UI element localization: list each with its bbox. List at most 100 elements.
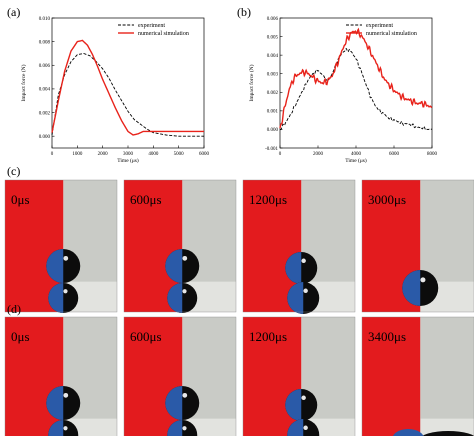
panel-label-a: (a) <box>7 5 20 19</box>
upper-droplet-highlight <box>63 392 69 398</box>
y-tick-label: 0.000 <box>267 128 279 133</box>
upper-droplet-highlight <box>301 395 306 401</box>
upper-droplet-highlight <box>301 258 306 264</box>
photo-frame: 0μs <box>4 179 118 313</box>
photo-border <box>123 316 237 436</box>
x-tick-label: 2000 <box>313 152 324 157</box>
panel-label-c: (c) <box>7 164 20 178</box>
photo-background <box>182 317 236 436</box>
upper-droplet-reflection <box>165 249 183 283</box>
y-tick-label: 0.006 <box>267 17 279 22</box>
series-line-experiment <box>51 52 204 137</box>
y-tick-label: 0.001 <box>267 110 279 115</box>
y-tick-label: 0.000 <box>39 135 51 140</box>
upper-droplet-highlight <box>63 255 69 261</box>
y-tick-label: 0.006 <box>39 64 51 69</box>
plot-frame <box>51 17 205 149</box>
frame-time-label: 0μs <box>11 192 30 207</box>
frame-time-label: 3400μs <box>368 329 406 344</box>
x-tick-label: 6000 <box>389 152 400 157</box>
chart-b: (b) 0 2000 4000 6000 8000 -0.001 0.000 0.001 0.0… <box>237 5 438 164</box>
upper-droplet-reflection <box>285 252 302 284</box>
merged-droplet-reflection <box>402 270 421 306</box>
legend-label: numerical simulation <box>138 31 189 37</box>
x-tick-label: 5000 <box>174 152 185 157</box>
x-tick-label: 4000 <box>351 152 362 157</box>
chart-b-series <box>279 27 433 131</box>
frame-time-label: 600μs <box>130 329 162 344</box>
photo-row-d: 0μs 600μs 1200μs 3400μs <box>4 316 474 436</box>
y-axis-label: Impact force (N) <box>20 64 27 101</box>
photo-frame: 3400μs <box>361 316 474 436</box>
y-tick-label: 0.005 <box>267 35 279 40</box>
y-tick-label: 0.004 <box>39 88 51 93</box>
x-tick-label: 6000 <box>199 152 210 157</box>
y-tick-label: -0.001 <box>265 147 278 152</box>
upper-droplet-reflection <box>165 386 183 420</box>
x-tick-label: 0 <box>279 152 282 157</box>
series-line-experiment <box>279 48 433 131</box>
chart-a: (a) 0 1000 2000 3000 4000 5000 60000.0000.0020… <box>7 5 210 164</box>
photo-border <box>4 179 118 313</box>
chart-a-legend: experiment numerical simulation <box>118 23 189 37</box>
frame-time-label: 3000μs <box>368 192 406 207</box>
photo-frame: 600μs <box>123 316 237 436</box>
chart-b-axes: 0 2000 4000 6000 8000 -0.001 0.000 0.001 0.002 0.… <box>248 17 438 164</box>
upper-droplet-reflection <box>46 249 64 283</box>
frame-time-label: 0μs <box>11 329 30 344</box>
series-line-simulation <box>51 39 204 136</box>
photo-border <box>242 179 356 313</box>
lower-droplet-reflection <box>48 283 64 313</box>
photo-frame: 600μs <box>123 179 237 313</box>
upper-droplet-reflection <box>46 386 64 420</box>
photo-border <box>361 316 474 436</box>
x-tick-label: 3000 <box>123 152 134 157</box>
legend-label: numerical simulation <box>366 31 417 37</box>
series-line-simulation <box>279 27 433 129</box>
lower-droplet-reflection <box>48 420 64 436</box>
y-tick-label: 0.002 <box>39 111 51 116</box>
photo-border <box>123 179 237 313</box>
spread-reflection <box>392 429 424 436</box>
frame-time-label: 1200μs <box>249 329 287 344</box>
lower-droplet-highlight <box>303 425 308 431</box>
panel-label-b: (b) <box>237 5 251 19</box>
y-axis-label: Impact force (N) <box>248 64 255 101</box>
lower-droplet-highlight <box>303 288 308 294</box>
photo-frame: 3000μs <box>361 179 474 313</box>
x-tick-label: 2000 <box>98 152 109 157</box>
y-tick-label: 0.008 <box>39 40 51 45</box>
lower-droplet-reflection <box>287 419 304 436</box>
lower-droplet-highlight <box>182 289 187 294</box>
photo-border <box>242 316 356 436</box>
chart-a-series <box>51 39 204 137</box>
photo-frame: 1200μs <box>242 179 356 314</box>
lower-droplet-reflection <box>167 283 183 313</box>
merged-droplet-highlight <box>420 277 426 283</box>
legend-label: experiment <box>138 23 165 29</box>
plot-frame <box>279 17 433 149</box>
upper-droplet-reflection <box>285 389 302 421</box>
spread-droplet <box>422 431 474 436</box>
x-tick-label: 8000 <box>427 152 438 157</box>
x-axis-label: Time (μs) <box>117 157 139 164</box>
photo-frame: 1200μs <box>242 316 356 436</box>
x-tick-label: 1000 <box>72 152 83 157</box>
frame-time-label: 600μs <box>130 192 162 207</box>
lower-droplet-highlight <box>182 426 187 431</box>
chart-a-axes: 0 1000 2000 3000 4000 5000 6000 0.000 0.002 0.004… <box>20 17 210 164</box>
lower-droplet-highlight <box>63 289 68 294</box>
photo-frame: 0μs <box>4 316 118 436</box>
photo-background <box>420 317 474 436</box>
photo-row-c: 0μs 600μs 1200μs 3000μs <box>4 179 474 314</box>
x-tick-label: 4000 <box>148 152 159 157</box>
y-tick-label: 0.003 <box>267 73 279 78</box>
photo-border <box>361 179 474 313</box>
y-tick-label: 0.002 <box>267 91 279 96</box>
photo-border <box>4 316 118 436</box>
photo-background <box>63 317 117 436</box>
y-tick-label: 0.004 <box>267 54 279 59</box>
y-tick-label: 0.010 <box>39 17 51 22</box>
panel-label-d: (d) <box>7 302 21 316</box>
